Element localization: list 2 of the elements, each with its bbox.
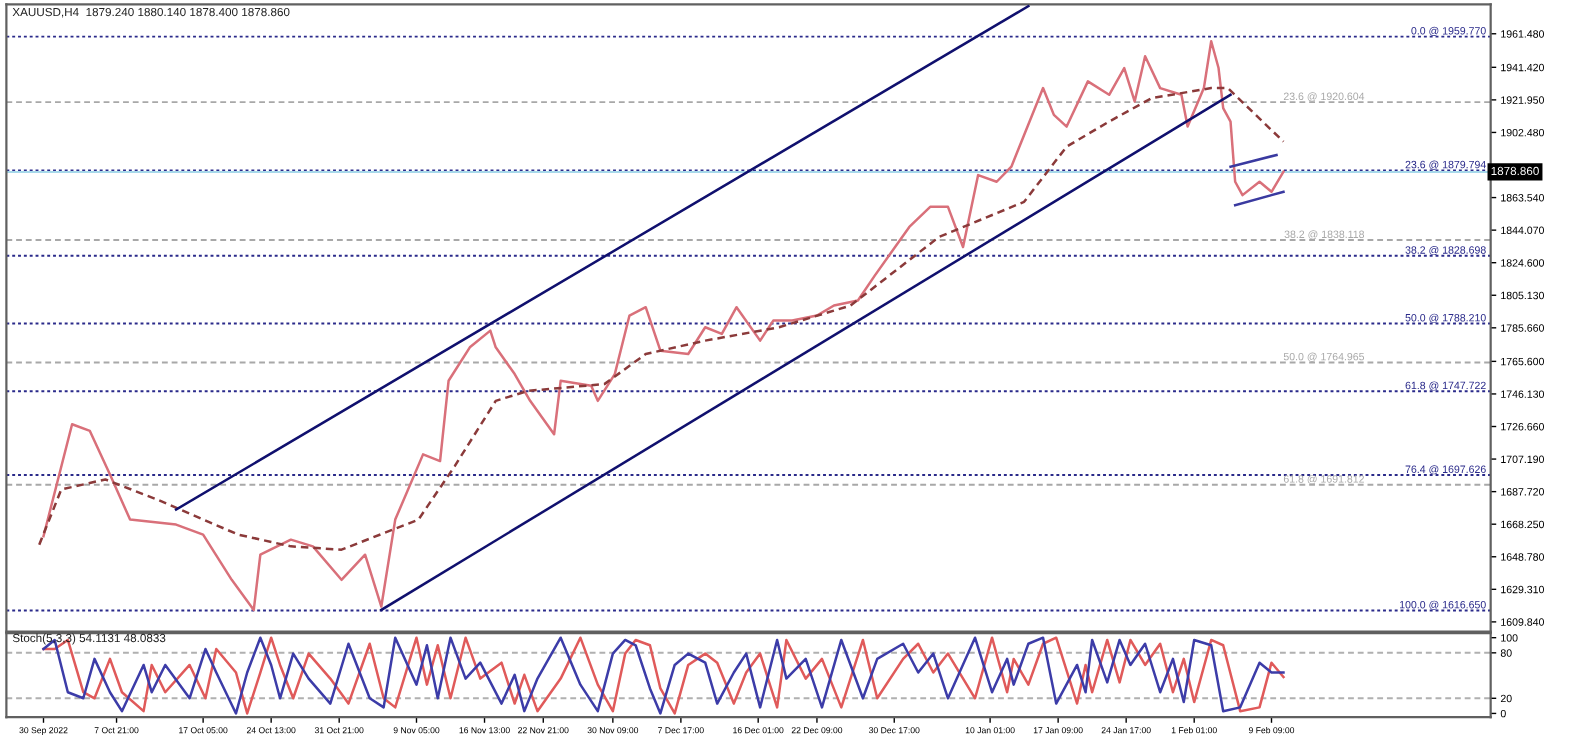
- line-series: [37, 86, 1285, 551]
- line-series: [42, 40, 1285, 612]
